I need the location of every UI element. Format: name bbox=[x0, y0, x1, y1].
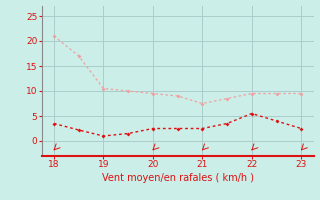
X-axis label: Vent moyen/en rafales ( km/h ): Vent moyen/en rafales ( km/h ) bbox=[102, 173, 253, 183]
